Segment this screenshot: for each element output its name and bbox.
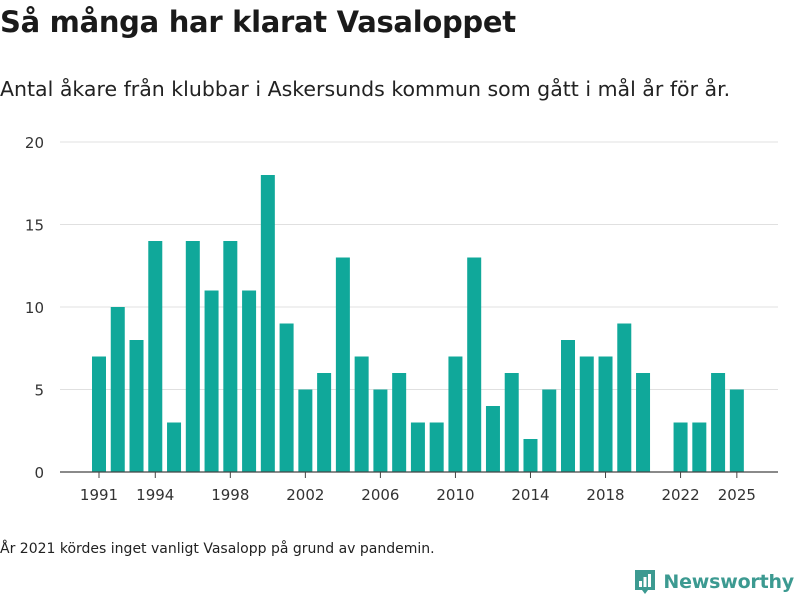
footnote: År 2021 kördes inget vanligt Vasalopp på… [0,541,435,557]
bar-2016 [561,340,575,472]
bar-2025 [729,389,744,472]
bar-1995 [167,422,182,472]
bar-1999 [242,290,257,472]
bar-2017 [579,356,594,472]
bar-1997 [204,290,219,472]
x-tick-label-1991: 1991 [80,486,118,504]
x-tick-label-1994: 1994 [136,486,174,504]
y-tick-label-10: 10 [25,299,44,317]
chart-title: Så många har klarat Vasaloppet [0,5,516,39]
brand-name: Newsworthy [663,571,794,593]
y-tick-label-5: 5 [34,382,44,400]
bar-1996 [185,241,200,472]
bar-1991 [92,356,106,472]
x-tick-label-2006: 2006 [361,486,399,504]
chart-subtitle: Antal åkare från klubbar i Askersunds ko… [0,77,731,101]
bar-chart-bubble-icon [635,570,656,594]
bar-2024 [711,373,726,472]
bar-2013 [504,373,519,472]
bar-2020 [636,373,651,472]
bar-1993 [129,340,144,472]
bar-2014 [523,439,538,472]
axes: 0 5 10 15 20 1991 1994 1998 2002 2006 2010 2014 2018… [25,134,778,504]
x-tick-label-2018: 2018 [586,486,624,504]
bar-2023 [692,422,707,472]
bar-1998 [223,241,238,472]
x-tick-label-2025: 2025 [718,486,756,504]
bar-2006 [373,389,388,472]
y-tick-label-15: 15 [25,217,44,235]
bar-2004 [335,257,350,472]
bars [92,175,744,472]
bar-2010 [448,356,463,472]
bar-chart: 0 5 10 15 20 1991 1994 1998 2002 2006 2010 2014 2018… [25,134,778,504]
gridlines [60,141,778,390]
x-tick-label-2014: 2014 [511,486,549,504]
y-tick-label-20: 20 [25,134,44,152]
bar-2012 [485,406,500,472]
y-tick-label-0: 0 [34,464,44,482]
bar-1992 [110,307,125,472]
bar-2018 [598,356,613,472]
bar-2015 [542,389,557,472]
bar-2005 [354,356,369,472]
x-tick-label-2002: 2002 [286,486,324,504]
bar-2003 [317,373,332,472]
bar-2002 [298,389,313,472]
bar-1994 [148,241,163,472]
bar-2007 [392,373,407,472]
bar-2022 [673,422,688,472]
bar-2009 [429,422,444,472]
x-tick-label-2022: 2022 [661,486,699,504]
bar-2019 [617,323,632,472]
x-tick-label-2010: 2010 [436,486,474,504]
bar-2008 [410,422,425,472]
bar-2000 [260,175,275,472]
newsworthy-logo: Newsworthy [633,568,794,596]
x-tick-label-1998: 1998 [211,486,249,504]
bar-2001 [279,323,294,472]
bar-2011 [467,257,482,472]
